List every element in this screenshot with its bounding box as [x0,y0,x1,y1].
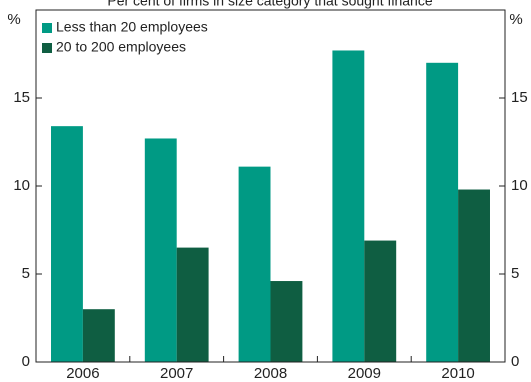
x-tick-label: 2009 [348,365,381,382]
x-tick-label: 2008 [254,365,287,382]
y-tick-label: 15 [13,89,30,106]
bar [176,247,209,362]
legend-swatch [42,23,52,33]
y2-tick-label: 0 [511,353,519,370]
bar [458,189,490,362]
y2-axis-label: % [509,11,522,28]
y2-tick-label: 15 [511,89,528,106]
plot-frame [35,9,506,363]
legend-label: 20 to 200 employees [56,39,186,55]
y-axis-label: % [7,11,20,28]
x-tick-label: 2006 [66,365,99,382]
legend-label: Less than 20 employees [56,19,208,35]
bar [144,138,177,362]
y-tick-label: 10 [13,177,30,194]
chart-title: Per cent of firms in size category that … [107,0,432,9]
x-tick-label: 2010 [441,365,474,382]
bar [82,309,115,362]
bar [426,62,459,363]
x-tick-label: 2007 [160,365,193,382]
y2-tick-label: 5 [511,265,519,282]
y-tick-label: 5 [22,265,30,282]
bar [332,50,365,362]
bar [238,166,271,362]
bar [364,240,397,362]
legend-swatch [42,43,52,53]
y2-tick-label: 10 [511,177,528,194]
bar [51,126,83,362]
bar [270,281,303,362]
y-tick-label: 0 [22,353,30,370]
